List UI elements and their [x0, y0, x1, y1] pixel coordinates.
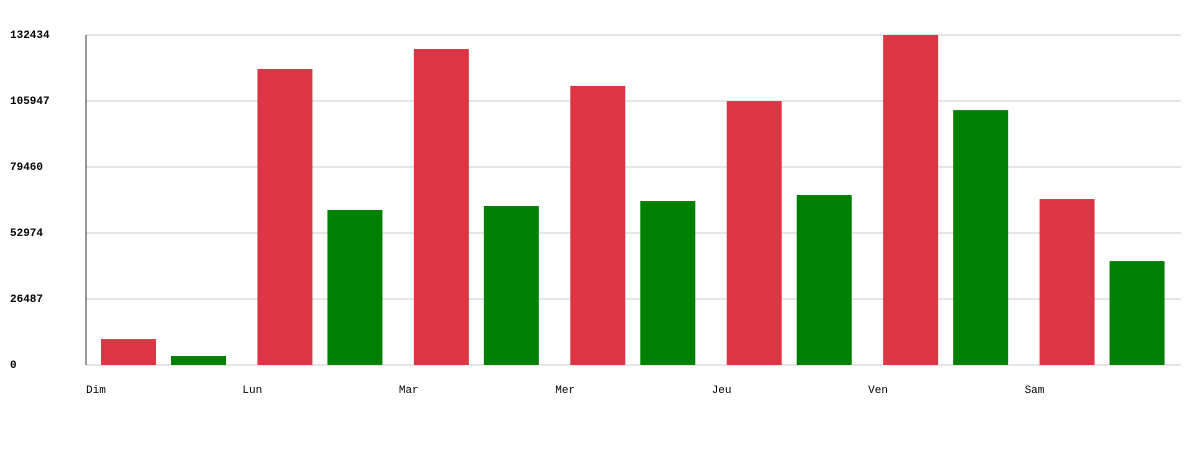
bar [171, 356, 226, 365]
x-tick-label: Sam [1025, 385, 1045, 397]
bar [1109, 261, 1165, 365]
bar [257, 68, 313, 365]
y-tick-label: 52974 [10, 228, 43, 240]
x-tick-label: Mer [555, 385, 575, 397]
bar [413, 49, 469, 365]
bar [883, 35, 939, 365]
bar [953, 110, 1009, 365]
x-tick-label: Jeu [712, 385, 732, 397]
x-tick-label: Lun [242, 385, 262, 397]
x-tick-label: Ven [868, 385, 888, 397]
bar [327, 210, 383, 365]
y-tick-label: 132434 [10, 30, 50, 42]
bar [570, 85, 626, 365]
bar [483, 206, 539, 365]
y-tick-label: 79460 [10, 162, 43, 174]
x-tick-label: Mar [399, 385, 419, 397]
bar [101, 339, 156, 365]
y-tick-label: 26487 [10, 294, 43, 306]
x-tick-label: Dim [86, 385, 106, 397]
bar [726, 101, 782, 365]
y-tick-label: 105947 [10, 96, 50, 108]
bar [796, 195, 852, 365]
y-tick-label: 0 [10, 360, 17, 372]
bar [1039, 199, 1095, 365]
bar [640, 201, 696, 365]
